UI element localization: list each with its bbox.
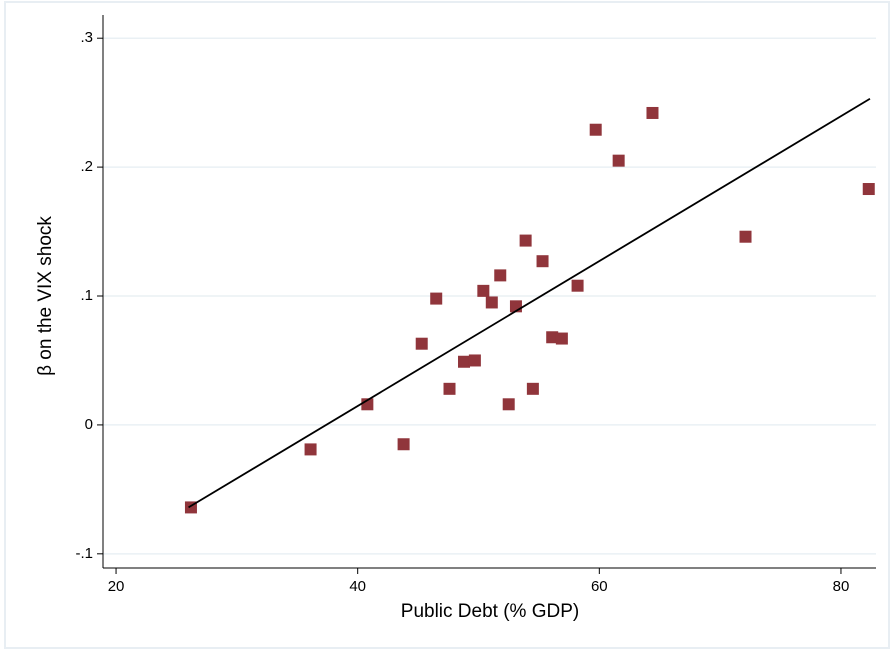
fit-line	[188, 98, 871, 509]
point	[555, 332, 568, 345]
point	[430, 292, 443, 305]
x-axis-title: Public Debt (% GDP)	[401, 601, 579, 622]
x-tick-label: 20	[108, 578, 125, 595]
point	[485, 296, 498, 309]
x-tick-label: 60	[591, 578, 608, 595]
point	[519, 234, 532, 247]
x-tick-label: 80	[833, 578, 850, 595]
point	[502, 398, 515, 411]
point	[304, 443, 317, 456]
x-tick-label: 40	[349, 578, 366, 595]
y-tick-label: 0	[85, 416, 93, 433]
frame	[4, 1, 890, 649]
point	[589, 123, 602, 136]
point	[546, 331, 559, 344]
point	[397, 438, 410, 451]
y-tick-label: -.1	[75, 545, 93, 562]
point	[646, 106, 659, 119]
point	[612, 154, 625, 167]
y-tick-label: .1	[80, 287, 93, 304]
point	[494, 269, 507, 282]
point	[571, 279, 584, 292]
point	[526, 382, 539, 395]
point	[477, 284, 490, 297]
point	[739, 230, 752, 243]
point	[536, 255, 549, 268]
point	[862, 183, 875, 196]
point	[458, 355, 471, 368]
y-axis-title: β on the VIX shock	[35, 216, 56, 376]
y-tick-label: .3	[80, 29, 93, 46]
point	[468, 354, 481, 367]
point	[415, 337, 428, 350]
y-tick-label: .2	[80, 158, 93, 175]
point	[443, 382, 456, 395]
